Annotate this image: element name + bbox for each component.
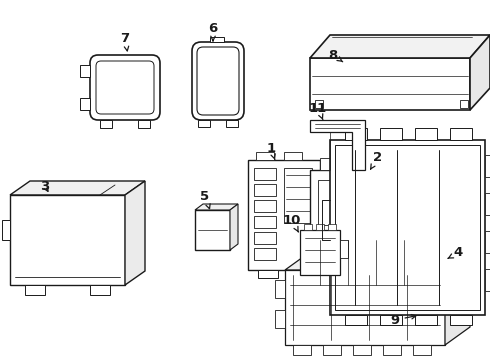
Bar bbox=[383, 345, 401, 355]
Bar bbox=[256, 152, 274, 160]
Bar bbox=[318, 300, 346, 310]
Polygon shape bbox=[195, 204, 238, 210]
Text: 1: 1 bbox=[267, 141, 275, 160]
Bar bbox=[254, 168, 276, 180]
Bar bbox=[254, 200, 276, 212]
Bar bbox=[310, 170, 440, 300]
Bar bbox=[323, 345, 341, 355]
Bar bbox=[275, 310, 285, 328]
Polygon shape bbox=[10, 181, 145, 195]
Bar bbox=[345, 128, 367, 140]
Polygon shape bbox=[310, 58, 470, 110]
Bar bbox=[440, 180, 450, 202]
Bar bbox=[2, 220, 10, 240]
Bar bbox=[413, 345, 431, 355]
Bar bbox=[485, 193, 490, 215]
Polygon shape bbox=[445, 252, 470, 345]
Bar bbox=[330, 140, 485, 315]
Bar bbox=[353, 345, 371, 355]
FancyBboxPatch shape bbox=[197, 47, 239, 115]
FancyBboxPatch shape bbox=[90, 55, 160, 120]
Bar bbox=[380, 315, 402, 325]
Bar bbox=[285, 270, 445, 345]
Bar bbox=[315, 100, 323, 108]
Text: 9: 9 bbox=[391, 314, 416, 327]
Polygon shape bbox=[125, 181, 145, 285]
Bar bbox=[254, 184, 276, 196]
Polygon shape bbox=[310, 120, 365, 170]
Bar bbox=[402, 300, 430, 310]
Text: 11: 11 bbox=[309, 102, 327, 120]
Bar bbox=[450, 128, 472, 140]
Bar bbox=[210, 37, 224, 42]
Bar bbox=[485, 155, 490, 177]
FancyBboxPatch shape bbox=[96, 61, 154, 114]
Bar bbox=[415, 128, 437, 140]
Bar bbox=[345, 315, 367, 325]
Bar bbox=[485, 269, 490, 291]
Bar bbox=[316, 224, 324, 230]
Bar bbox=[293, 345, 311, 355]
Bar bbox=[284, 152, 302, 160]
Polygon shape bbox=[310, 35, 490, 58]
Bar bbox=[460, 100, 468, 108]
Bar bbox=[284, 168, 312, 223]
Text: 6: 6 bbox=[208, 22, 218, 41]
Bar bbox=[80, 65, 90, 77]
Bar bbox=[254, 232, 276, 244]
Bar bbox=[248, 160, 320, 270]
Bar bbox=[404, 158, 432, 170]
Bar bbox=[138, 120, 150, 128]
Bar bbox=[358, 180, 390, 225]
Text: 5: 5 bbox=[200, 189, 210, 209]
Bar bbox=[398, 180, 430, 225]
Polygon shape bbox=[10, 195, 125, 285]
Bar bbox=[415, 315, 437, 325]
Bar bbox=[254, 248, 276, 260]
Bar bbox=[195, 210, 230, 250]
Bar bbox=[300, 230, 340, 275]
Bar bbox=[320, 158, 348, 170]
Bar bbox=[440, 215, 450, 237]
Bar bbox=[360, 300, 388, 310]
Bar bbox=[80, 98, 90, 110]
Bar bbox=[254, 216, 276, 228]
Bar bbox=[485, 231, 490, 253]
Bar bbox=[340, 240, 348, 258]
Text: 7: 7 bbox=[121, 32, 129, 51]
Bar bbox=[90, 285, 110, 295]
Text: 4: 4 bbox=[448, 247, 463, 260]
Text: 3: 3 bbox=[40, 180, 49, 193]
Bar bbox=[450, 315, 472, 325]
Bar bbox=[304, 224, 312, 230]
FancyBboxPatch shape bbox=[192, 42, 244, 120]
Bar bbox=[226, 120, 238, 127]
Bar bbox=[25, 285, 45, 295]
Bar bbox=[362, 158, 390, 170]
Text: 2: 2 bbox=[370, 150, 383, 169]
Polygon shape bbox=[285, 252, 470, 270]
Bar bbox=[328, 224, 336, 230]
Bar bbox=[315, 235, 435, 290]
Bar bbox=[440, 250, 450, 272]
Polygon shape bbox=[470, 35, 490, 110]
Polygon shape bbox=[230, 204, 238, 250]
Bar bbox=[100, 120, 112, 128]
Text: 10: 10 bbox=[283, 213, 301, 232]
Text: 8: 8 bbox=[328, 49, 343, 62]
Bar bbox=[275, 280, 285, 298]
Bar bbox=[335, 145, 480, 310]
Bar bbox=[198, 120, 210, 127]
Bar bbox=[318, 180, 350, 225]
Bar bbox=[380, 128, 402, 140]
Bar bbox=[258, 270, 278, 278]
